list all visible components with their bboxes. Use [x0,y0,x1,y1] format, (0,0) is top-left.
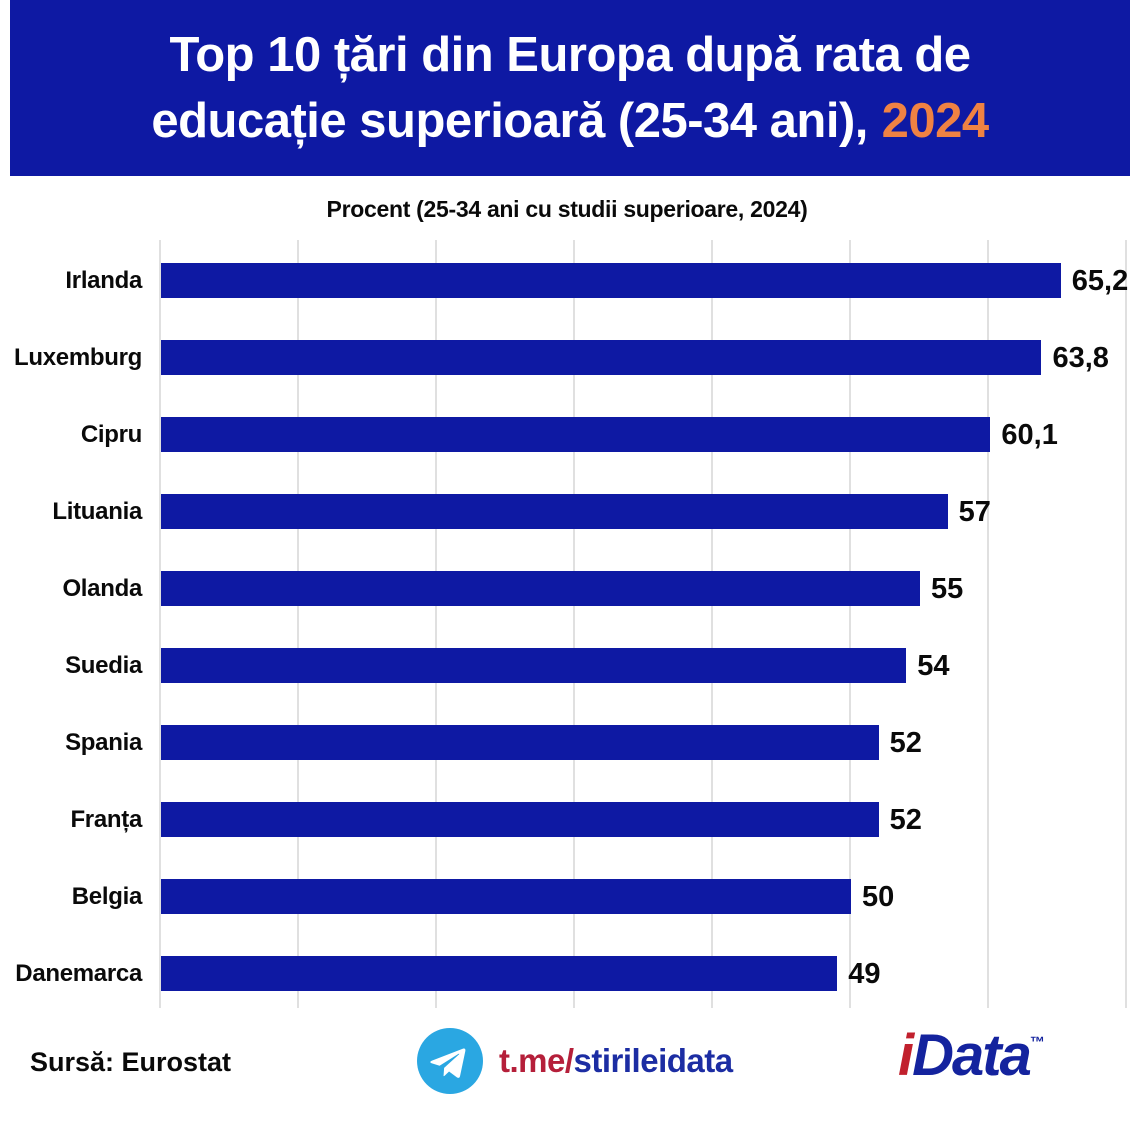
header-banner: Top 10 țări din Europa după rata de educ… [10,0,1130,176]
telegram-url-handle: stirileidata [573,1042,734,1079]
value-label: 60,1 [1001,419,1058,451]
bar [161,648,907,683]
title-line2: educație superioară (25-34 ani), [151,94,868,148]
footer: Sursă: Eurostat t.me/stirileidata iData™ [0,1008,1134,1134]
value-label: 63,8 [1052,342,1109,374]
title-line1: Top 10 țări din Europa după rata de [169,28,971,82]
category-label: Luxemburg [14,344,142,371]
category-label: Danemarca [15,960,142,987]
bar-row: Danemarca 49 [0,956,1134,991]
value-label: 52 [889,727,922,759]
gridline [159,240,161,1008]
source-label: Sursă: Eurostat [30,1047,232,1077]
plot-area [159,240,1127,1008]
bar [161,263,1061,298]
gridline [297,240,299,1008]
bar-row: Suedia 54 [0,648,1134,683]
bar-rows: Irlanda 65,2 Luxemburg 63,8 Cipru 60,1 Lituani… [0,240,1134,1008]
idata-logo-data: Data [912,1023,1032,1088]
chart-subtitle: Procent (25-34 ani cu studii superioare,… [326,196,808,222]
bar [161,725,879,760]
bar-row: Olanda 55 [0,571,1134,606]
telegram-link[interactable]: t.me/stirileidata [417,1028,733,1094]
bar [161,571,920,606]
gridline [573,240,575,1008]
bar [161,956,838,991]
category-label: Belgia [71,883,143,910]
idata-logo-tm: ™ [1029,1033,1045,1051]
gridline [711,240,713,1008]
telegram-url-prefix: t.me/ [499,1042,574,1079]
telegram-icon [417,1028,483,1094]
telegram-url: t.me/stirileidata [499,1042,733,1080]
value-label: 54 [917,650,950,682]
category-label: Lituania [52,498,142,525]
value-label: 50 [862,881,895,913]
bar [161,802,879,837]
value-label: 65,2 [1071,265,1129,297]
gridline [987,240,989,1008]
bar-row: Belgia 50 [0,879,1134,914]
category-label: Suedia [65,652,142,679]
bar-row: Lituania 57 [0,494,1134,529]
bar-row: Franța 52 [0,802,1134,837]
gridline [849,240,851,1008]
gridline [435,240,437,1008]
bar-row: Cipru 60,1 [0,417,1134,452]
bar-row: Spania 52 [0,725,1134,760]
bar-row: Irlanda 65,2 [0,263,1134,298]
telegram-circle [417,1028,483,1094]
value-label: 55 [931,573,964,605]
category-label: Spania [65,729,142,756]
title-year: 2024 [881,94,990,148]
bar [161,340,1042,375]
gridline [1125,240,1127,1008]
bar [161,494,948,529]
category-label: Cipru [80,421,142,448]
page-title: Top 10 țări din Europa după rata de educ… [151,22,990,154]
value-label: 49 [848,958,881,990]
value-label: 52 [889,804,922,836]
idata-logo-i: i [898,1023,914,1088]
value-label: 57 [958,496,991,528]
category-label: Olanda [62,575,142,602]
bar-row: Luxemburg 63,8 [0,340,1134,375]
category-label: Franța [70,806,142,833]
bar [161,417,991,452]
category-label: Irlanda [65,267,142,294]
bar-chart: Irlanda 65,2 Luxemburg 63,8 Cipru 60,1 Lituani… [0,240,1134,1008]
idata-logo: iData™ [898,1022,1045,1089]
bar [161,879,851,914]
